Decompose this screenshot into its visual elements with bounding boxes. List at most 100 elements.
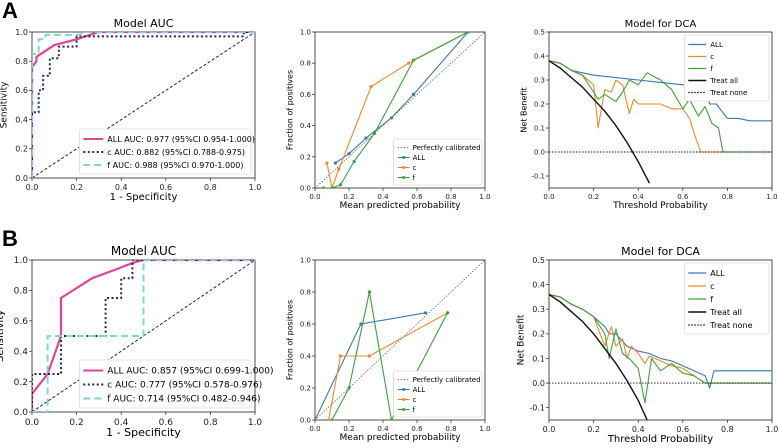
plot-area [315,32,485,188]
x-axis-label: Mean predicted probability [340,433,462,443]
y-tick-label: 1.0 [15,28,28,37]
x-tick-label: 0.4 [377,193,389,201]
x-tick-label: 0.6 [677,193,689,201]
series-point-all [359,322,363,326]
legend-label: ALL [413,386,426,394]
series-point-all [364,136,368,140]
y-axis-label: Net Benefit [520,87,529,132]
legend-label: c [710,282,714,291]
legend-label: f [413,174,416,182]
y-tick-label: 0.1 [534,124,545,132]
x-tick-label: 0.8 [445,425,456,433]
y-tick-label: 0.8 [300,60,311,68]
y-tick-label: 0.4 [14,347,29,357]
plot-area [549,60,772,184]
y-axis-label: Fraction of positives [286,300,295,380]
legend-label: Perfectly calibrated [413,376,481,384]
series-point-f [330,418,334,420]
y-tick-label: 1.0 [300,256,311,264]
x-tick-label: 0.0 [543,425,556,434]
x-tick-label: 0.8 [204,183,217,192]
x-tick-label: 0.8 [445,193,456,201]
x-tick-label: 0.0 [309,425,320,433]
legend-label-all: ALL AUC: 0.977 (95%CI 0.954-1.000) [107,135,255,144]
series-point-c [367,354,371,358]
panel-label-a: A [2,0,18,23]
series-line-treat_all [549,60,651,184]
series-point-c [327,418,331,420]
legend-box [393,370,483,418]
x-tick-label: 0.8 [203,418,218,428]
legend-label: Treat none [709,321,752,330]
x-tick-label: 0.0 [309,193,320,201]
y-tick-label: 0.8 [15,57,28,66]
legend-label: c [413,396,417,404]
chart-title: Model AUC [114,17,174,30]
x-axis-label: Threshold Probability [607,434,713,445]
x-tick-label: 0.8 [722,193,733,201]
y-axis-label: Sensitivity [0,81,9,129]
y-tick-label: 0.2 [300,384,311,392]
legend-label: Perfectly calibrated [413,144,481,152]
legend-label: ALL [710,41,723,49]
series-line-dca_f [549,60,772,153]
series-point-c [406,61,411,65]
x-tick-label: 0.6 [159,418,174,428]
y-tick-label: 0.6 [15,86,28,95]
series-point-all [412,92,416,96]
legend-box [78,359,252,409]
x-tick-label: 0.0 [25,418,40,428]
series-point-f [389,418,394,420]
y-tick-label: 0.4 [534,52,546,60]
x-tick-label: 0.6 [159,183,172,192]
y-tick-label: 0.0 [15,174,28,183]
x-tick-label: 1.0 [249,183,262,192]
series-point-all [315,418,317,420]
y-tick-label: 1.0 [300,28,311,36]
series-line-c [328,312,448,420]
chart-A-dca: 0.0 0.2 0.4 0.6 0.8 1.0 -0.1 0.0 0.1 0.2 0.3 0.4 0.5… [520,19,778,211]
chart-B-roc: 0.0 0.2 0.4 0.6 0.8 1.0 0.0 0.2 0.4 0.6 0.8 1.0 Mode… [0,244,273,439]
legend-label: c [413,164,417,172]
x-axis-label: Threshold Probability [612,201,708,211]
x-tick-label: 1.0 [479,193,490,201]
series-line-all [32,32,255,178]
series-point-f [338,183,343,187]
series-point-f [412,58,416,62]
y-tick-label: 0.0 [14,408,29,418]
x-tick-label: 0.4 [632,425,645,434]
y-tick-label: 0.2 [14,378,28,388]
series-point-f [352,159,356,164]
series-line-dca_all [549,60,772,122]
y-tick-label: 0.5 [534,28,545,36]
chart-A-cal: 0.0 0.2 0.4 0.6 0.8 1.0 0.0 0.2 0.4 0.6 0.8 1.0 Mean… [286,28,491,211]
y-tick-label: -0.1 [531,172,545,180]
y-tick-label: 0.4 [300,352,312,360]
series-point-f [372,131,377,135]
chart-B-cal: 0.0 0.2 0.4 0.6 0.8 1.0 0.0 0.2 0.4 0.6 0.8 1.0 Mean… [286,256,491,443]
x-tick-label: 1.0 [766,425,778,434]
series-line-all [32,260,255,412]
legend-label: ALL [413,154,426,162]
chance-diagonal [32,32,255,178]
x-tick-label: 0.6 [411,425,423,433]
x-axis-label: Mean predicted probability [340,201,462,211]
y-axis-label: Net Benefit [516,314,526,365]
y-axis-label: Fraction of positives [286,70,295,150]
y-tick-label: 0.6 [14,317,29,327]
legend-label-all: ALL AUC: 0.857 (95%CI 0.699-1.000) [107,367,273,377]
series-line-dca_c [549,60,772,153]
legend-label-c: c AUC: 0.882 (95%CI 0.788-0.975) [107,148,245,157]
x-tick-label: 0.6 [411,193,423,201]
y-tick-label: 0.3 [534,76,545,84]
legend-label: f [710,65,713,73]
y-tick-label: 0.4 [300,122,312,130]
legend-label: f [710,295,713,304]
chart-B-dca: 0.0 0.2 0.4 0.6 0.8 1.0 -0.1 0.0 0.1 0.2 0.3 0.4 0.5… [516,245,778,445]
x-tick-label: 0.6 [676,425,689,434]
plot-area [32,32,255,178]
series-line-treat_all [549,293,648,420]
series-point-f [466,32,470,34]
y-tick-label: 0.6 [300,91,312,99]
